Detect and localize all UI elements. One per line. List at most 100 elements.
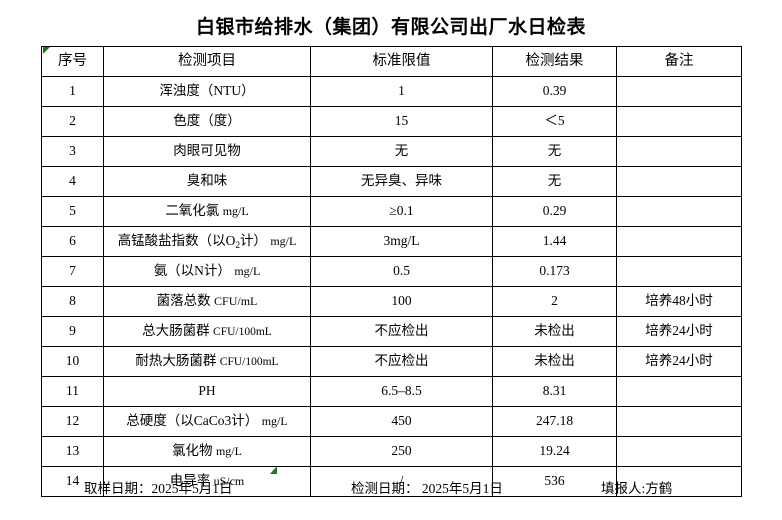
cell-item-name[interactable]: 耐热大肠菌群 CFU/100mL <box>103 346 311 377</box>
item-name-text: 电导率 <box>169 473 211 489</box>
table-row: 10 耐热大肠菌群 CFU/100mL 不应检出 未检出 培养24小时 <box>41 346 742 377</box>
cell-item-name[interactable]: 电导率 uS/cm <box>103 466 311 497</box>
cell-index[interactable]: 6 <box>41 226 104 257</box>
item-unit-text: mg/L <box>261 414 288 429</box>
cell-test-result[interactable]: 2 <box>492 286 617 317</box>
cell-standard-limit[interactable]: ≥0.1 <box>310 196 493 227</box>
cell-remark[interactable] <box>616 226 742 257</box>
cell-remark[interactable] <box>616 136 742 167</box>
cell-remark[interactable] <box>616 466 742 497</box>
cell-index[interactable]: 5 <box>41 196 104 227</box>
column-header-index[interactable]: 序号 <box>41 46 104 77</box>
cell-standard-limit[interactable]: 100 <box>310 286 493 317</box>
cell-index[interactable]: 2 <box>41 106 104 137</box>
cell-remark[interactable] <box>616 256 742 287</box>
cell-standard-limit[interactable]: 0.5 <box>310 256 493 287</box>
cell-index[interactable]: 14 <box>41 466 104 497</box>
cell-item-name[interactable]: 二氧化氯 mg/L <box>103 196 311 227</box>
item-name-text: 氨（以N计） <box>153 263 231 279</box>
cell-item-name[interactable]: 总硬度（以CaCo3计） mg/L <box>103 406 311 437</box>
cell-remark[interactable] <box>616 196 742 227</box>
column-header-result[interactable]: 检测结果 <box>492 46 617 77</box>
item-name-text: 浑浊度（NTU） <box>159 83 255 99</box>
cell-item-name[interactable]: 高锰酸盐指数（以O2计） mg/L <box>103 226 311 257</box>
cell-index[interactable]: 1 <box>41 76 104 107</box>
column-header-note[interactable]: 备注 <box>616 46 742 77</box>
cell-standard-limit[interactable]: 3mg/L <box>310 226 493 257</box>
cell-remark[interactable] <box>616 76 742 107</box>
cell-item-name[interactable]: 氯化物 mg/L <box>103 436 311 467</box>
cell-index[interactable]: 13 <box>41 436 104 467</box>
cell-standard-limit[interactable]: 无 <box>310 136 493 167</box>
cell-index[interactable]: 11 <box>41 376 104 407</box>
cell-item-name[interactable]: 氨（以N计） mg/L <box>103 256 311 287</box>
cell-test-result[interactable]: 无 <box>492 136 617 167</box>
footer-row: 取样日期：2025年5月1日 检测日期： 2025年5月1日 填报人:方鹤 <box>41 474 741 504</box>
cell-standard-limit[interactable]: 250 <box>310 436 493 467</box>
item-unit-text: CFU/100mL <box>213 326 272 339</box>
cell-test-result[interactable]: 19.24 <box>492 436 617 467</box>
test-date-label[interactable]: 检测日期： 2025年5月1日 <box>351 481 503 496</box>
cell-standard-limit[interactable]: / <box>310 466 493 497</box>
cell-remark[interactable] <box>616 406 742 437</box>
table-row: 5 二氧化氯 mg/L ≥0.1 0.29 <box>41 196 742 227</box>
cell-standard-limit[interactable]: 6.5–8.5 <box>310 376 493 407</box>
table-body: 1 浑浊度（NTU） 1 0.39 2 色度（度） 15 ＜5 3 肉眼可见物无无 4 臭和味 无异臭、… <box>41 76 742 497</box>
cell-item-name[interactable]: PH <box>103 376 311 407</box>
cell-standard-limit[interactable]: 不应检出 <box>310 346 493 377</box>
item-unit-text: mg/L <box>215 444 242 459</box>
cell-item-name[interactable]: 总大肠菌群 CFU/100mL <box>103 316 311 347</box>
cell-test-result[interactable]: ＜5 <box>492 106 617 137</box>
cell-remark[interactable]: 培养24小时 <box>616 316 742 347</box>
cell-test-result[interactable]: 0.173 <box>492 256 617 287</box>
cell-test-result[interactable]: 未检出 <box>492 346 617 377</box>
cell-remark[interactable] <box>616 166 742 197</box>
cell-index[interactable]: 4 <box>41 166 104 197</box>
item-name-text: PH <box>198 383 216 399</box>
table-row: 4 臭和味 无异臭、异味无 <box>41 166 742 197</box>
cell-test-result[interactable]: 536 <box>492 466 617 497</box>
cell-standard-limit[interactable]: 450 <box>310 406 493 437</box>
cell-item-name[interactable]: 浑浊度（NTU） <box>103 76 311 107</box>
column-header-limit[interactable]: 标准限值 <box>310 46 493 77</box>
cell-standard-limit[interactable]: 无异臭、异味 <box>310 166 493 197</box>
item-name-text: 肉眼可见物 <box>173 143 241 159</box>
cell-index[interactable]: 9 <box>41 316 104 347</box>
cell-test-result[interactable]: 1.44 <box>492 226 617 257</box>
cell-standard-limit[interactable]: 1 <box>310 76 493 107</box>
green-triangle-icon <box>270 466 277 474</box>
cell-standard-limit[interactable]: 不应检出 <box>310 316 493 347</box>
sample-date-label[interactable]: 取样日期：2025年5月1日 <box>84 481 233 496</box>
cell-remark[interactable] <box>616 376 742 407</box>
cell-remark[interactable] <box>616 106 742 137</box>
cell-item-name[interactable]: 肉眼可见物 <box>103 136 311 167</box>
cell-index[interactable]: 8 <box>41 286 104 317</box>
table-row: 11 PH 6.5–8.5 8.31 <box>41 376 742 407</box>
cell-remark[interactable]: 培养24小时 <box>616 346 742 377</box>
cell-test-result[interactable]: 0.29 <box>492 196 617 227</box>
cell-remark[interactable] <box>616 436 742 467</box>
cell-item-name[interactable]: 菌落总数 CFU/mL <box>103 286 311 317</box>
item-name-text: 氯化物 <box>172 443 213 459</box>
cell-index[interactable]: 3 <box>41 136 104 167</box>
table-row: 1 浑浊度（NTU） 1 0.39 <box>41 76 742 107</box>
column-header-item[interactable]: 检测项目 <box>103 46 311 77</box>
cell-remark[interactable]: 培养48小时 <box>616 286 742 317</box>
item-unit-text: mg/L <box>234 264 261 279</box>
cell-index[interactable]: 12 <box>41 406 104 437</box>
item-name-text: 高锰酸盐指数（以O2计） <box>117 233 267 251</box>
cell-test-result[interactable]: 247.18 <box>492 406 617 437</box>
cell-test-result[interactable]: 8.31 <box>492 376 617 407</box>
cell-standard-limit[interactable]: 15 <box>310 106 493 137</box>
cell-index[interactable]: 10 <box>41 346 104 377</box>
cell-index[interactable]: 7 <box>41 256 104 287</box>
cell-test-result[interactable]: 0.39 <box>492 76 617 107</box>
cell-test-result[interactable]: 未检出 <box>492 316 617 347</box>
item-name-text: 臭和味 <box>186 173 228 189</box>
inspection-table: 序号 检测项目 标准限值 检测结果 备注 1 浑浊度（NTU） 1 0.39 2 色度（度… <box>41 46 742 497</box>
filler-name-label[interactable]: 填报人:方鹤 <box>601 481 673 496</box>
inspection-table-container: 序号 检测项目 标准限值 检测结果 备注 1 浑浊度（NTU） 1 0.39 2 色度（度… <box>41 46 742 497</box>
cell-item-name[interactable]: 臭和味 <box>103 166 311 197</box>
cell-item-name[interactable]: 色度（度） <box>103 106 311 137</box>
cell-test-result[interactable]: 无 <box>492 166 617 197</box>
